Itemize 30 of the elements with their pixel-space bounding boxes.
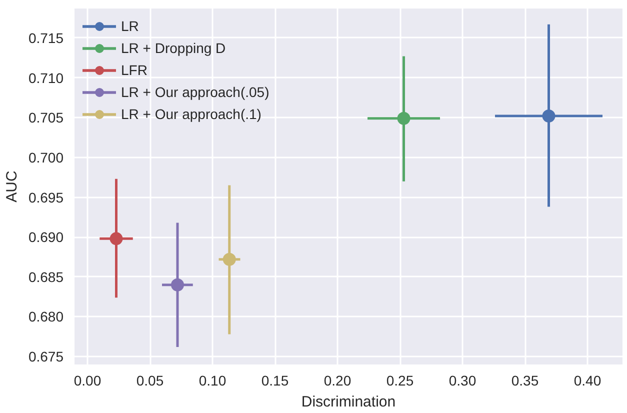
legend-label: LR + Our approach(.1): [121, 106, 262, 122]
point: [397, 112, 410, 125]
legend-label: LFR: [121, 62, 148, 78]
x-tick-label: 0.20: [324, 372, 352, 388]
y-tick-label: 0.710: [28, 70, 64, 86]
y-tick-label: 0.705: [28, 110, 64, 126]
y-axis-title: AUC: [3, 170, 20, 202]
x-tick-label: 0.10: [198, 372, 226, 388]
point: [222, 252, 236, 266]
x-axis-title: Discrimination: [301, 394, 396, 410]
y-tick-label: 0.695: [28, 189, 64, 206]
y-tick-label: 0.690: [28, 229, 64, 246]
x-tick-label: 0.25: [386, 372, 414, 388]
y-tick-label: 0.685: [28, 268, 64, 285]
legend-label: LR + Dropping D: [121, 40, 226, 56]
y-tick-label: 0.675: [28, 348, 64, 365]
x-tick-label: 0.35: [511, 372, 539, 388]
x-tick-label: 0.40: [574, 372, 602, 388]
x-tick-label: 0.30: [448, 372, 476, 388]
x-tick-label: 0.00: [74, 372, 102, 388]
legend-label: LR + Our approach(.05): [121, 84, 270, 100]
x-tick-label: 0.05: [136, 372, 164, 388]
point: [542, 110, 556, 123]
y-tick-label: 0.700: [28, 149, 64, 166]
x-tick-label: 0.15: [261, 372, 289, 388]
legend-label: LR: [121, 18, 140, 34]
y-tick-label: 0.680: [28, 308, 64, 325]
point: [171, 278, 184, 292]
point: [110, 232, 123, 246]
y-tick-label: 0.715: [28, 30, 64, 46]
